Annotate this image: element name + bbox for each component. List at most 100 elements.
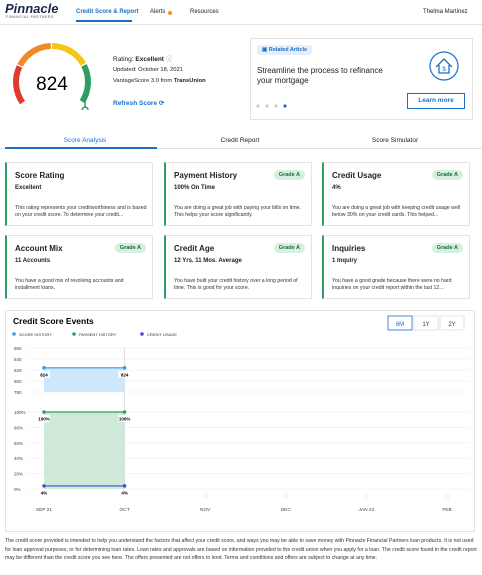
card-title: Account Mix bbox=[15, 244, 63, 253]
gauge-arc bbox=[13, 65, 26, 105]
range-label[interactable]: 1Y bbox=[422, 322, 429, 328]
y-tick-label: 780 bbox=[14, 390, 22, 395]
data-label: 824 bbox=[40, 372, 48, 377]
card-text: This rating represents your creditworthi… bbox=[15, 205, 147, 218]
chart-panel bbox=[5, 310, 475, 532]
legend-label: PAYMENT HISTORY bbox=[79, 332, 117, 337]
nav-underline bbox=[76, 20, 132, 22]
grade-badge: Grade A bbox=[273, 243, 305, 253]
y-tick-label: 0% bbox=[14, 487, 21, 492]
card-value: 1 Inquiry bbox=[332, 258, 358, 264]
data-label-box bbox=[38, 415, 50, 422]
legend-label: SCORE HISTORY bbox=[19, 332, 52, 337]
tab[interactable]: Score Analysis bbox=[63, 137, 107, 144]
nav-item[interactable]: Alerts bbox=[150, 9, 166, 15]
article-icon: $ bbox=[429, 51, 459, 81]
grade-badge: Grade A bbox=[273, 170, 305, 180]
range-button-active bbox=[387, 315, 413, 331]
data-label-box bbox=[118, 488, 131, 496]
area bbox=[44, 412, 125, 489]
point bbox=[42, 366, 46, 370]
card: Credit Usage Grade A 4% You are doing a gre… bbox=[322, 162, 470, 226]
point bbox=[122, 410, 127, 414]
carousel-dots[interactable] bbox=[255, 102, 295, 110]
alert-dot bbox=[168, 11, 172, 15]
card: Inquiries Grade A 1 Inquiry You have a good… bbox=[322, 235, 470, 299]
range-button bbox=[413, 315, 439, 331]
gauge-arc bbox=[51, 43, 86, 66]
card: Credit Age Grade A 12 Yrs. 11 Mos. Average… bbox=[164, 235, 312, 299]
grade-badge: Grade A bbox=[431, 170, 463, 180]
info-icon[interactable]: ⓘ bbox=[165, 56, 173, 63]
card-title: Score Rating bbox=[15, 171, 65, 180]
empty-point bbox=[364, 493, 369, 499]
y-tick-label: 20% bbox=[14, 472, 23, 477]
card-title: Credit Usage bbox=[332, 171, 382, 180]
card-value: 11 Accounts bbox=[15, 258, 51, 264]
nav-item[interactable]: Credit Score & Report bbox=[76, 9, 139, 15]
card-text: You have a good mix of revolving account… bbox=[15, 278, 124, 291]
card-text: You are doing a great job with keeping c… bbox=[332, 205, 461, 218]
card-title: Inquiries bbox=[332, 244, 366, 253]
logo[interactable]: Pinnacle bbox=[5, 1, 59, 16]
card: Account Mix Grade A 11 Accounts You have a … bbox=[5, 235, 153, 299]
gauge-arc bbox=[17, 43, 52, 67]
refresh-text[interactable]: Refresh Score bbox=[113, 100, 158, 107]
header-border bbox=[0, 24, 482, 25]
data-label: 4% bbox=[41, 490, 48, 495]
y-tick-label: 860 bbox=[14, 346, 22, 351]
rating-value: Excellent bbox=[135, 56, 164, 63]
card-text: You have built your credit history over … bbox=[174, 278, 298, 291]
point bbox=[122, 366, 127, 370]
card: Payment History Grade A 100% On Time You ar… bbox=[164, 162, 312, 226]
rating-label: Rating: Excellent ⓘ bbox=[113, 53, 172, 63]
y-tick-label: 800 bbox=[14, 379, 22, 384]
card-text: You are doing a great job with paying yo… bbox=[174, 205, 301, 218]
tab-border bbox=[0, 148, 482, 149]
card-title: Payment History bbox=[174, 171, 238, 180]
point bbox=[42, 410, 46, 414]
x-tick-label: FEB bbox=[442, 507, 451, 513]
svg-text:$: $ bbox=[442, 67, 446, 73]
x-tick-label: NOV bbox=[200, 507, 211, 513]
gauge-marker bbox=[81, 106, 89, 110]
rating-label-text: Rating: bbox=[113, 56, 134, 63]
x-tick-label: JAN 22 bbox=[359, 507, 375, 513]
range-label[interactable]: 2Y bbox=[448, 322, 455, 328]
nav-item[interactable]: Resources bbox=[190, 9, 219, 15]
range-label[interactable]: 6M bbox=[396, 322, 404, 328]
refresh[interactable]: Refresh Score ⟳ bbox=[113, 100, 165, 107]
data-label: 100% bbox=[38, 417, 50, 422]
learn-more-button[interactable]: Learn more bbox=[407, 93, 465, 109]
empty-point bbox=[283, 493, 289, 499]
legend-dot bbox=[72, 332, 76, 336]
point bbox=[122, 484, 127, 488]
card-text: You have a good grade because there were… bbox=[332, 278, 452, 291]
tab[interactable]: Score Simulator bbox=[371, 137, 419, 144]
y-tick-label: 60% bbox=[14, 441, 23, 446]
chart-title: Credit Score Events bbox=[13, 316, 94, 326]
card-title: Credit Age bbox=[174, 244, 215, 253]
updated: Updated: October 18, 2021 bbox=[113, 67, 183, 73]
source: VantageScore 3.0 from TransUnion bbox=[113, 78, 206, 84]
tab[interactable]: Credit Report bbox=[220, 137, 260, 144]
data-label: 100% bbox=[119, 417, 131, 422]
source-text: VantageScore 3.0 from bbox=[113, 78, 173, 84]
user-name[interactable]: Thelma Martinez bbox=[423, 9, 468, 15]
legend-dot bbox=[12, 332, 16, 336]
card-value: 100% On Time bbox=[174, 185, 215, 191]
x-tick-label: SEP 21 bbox=[36, 507, 53, 513]
range-button bbox=[439, 315, 465, 331]
data-label-box bbox=[38, 488, 50, 496]
gauge: 824300850 bbox=[13, 43, 91, 110]
tab-underline bbox=[5, 147, 157, 149]
empty-point bbox=[202, 493, 208, 499]
legend-dot bbox=[140, 332, 144, 336]
point bbox=[42, 484, 46, 488]
grade-badge: Grade A bbox=[114, 243, 146, 253]
x-tick-label: OCT bbox=[120, 507, 130, 513]
data-label-box bbox=[118, 415, 131, 422]
y-tick-label: 100% bbox=[14, 410, 26, 415]
article-text[interactable]: Streamline the process to refinance your… bbox=[257, 66, 383, 85]
empty-point bbox=[444, 493, 450, 499]
